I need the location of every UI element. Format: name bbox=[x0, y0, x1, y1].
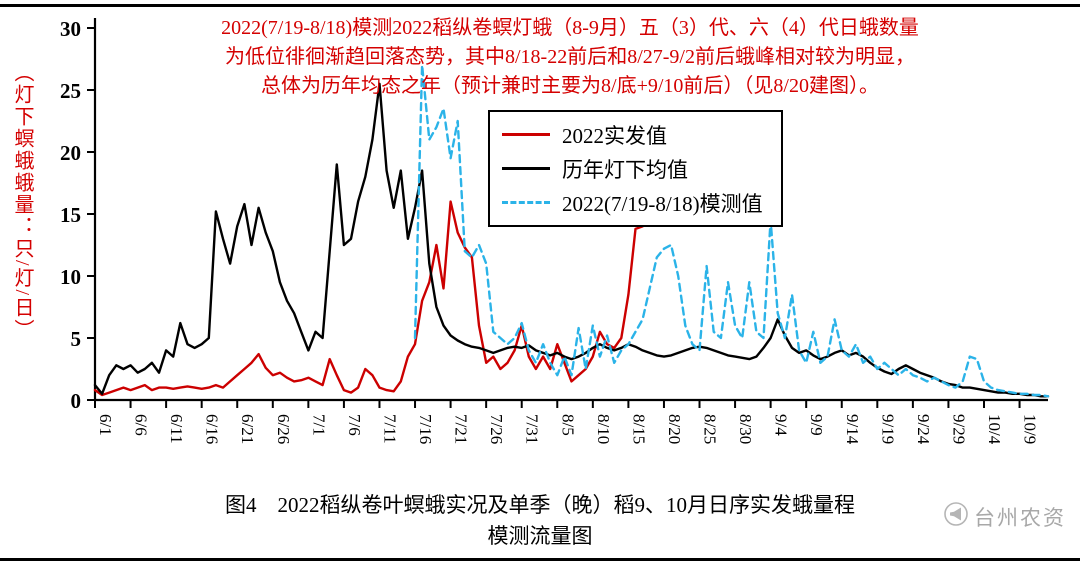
svg-text:9/29: 9/29 bbox=[949, 414, 968, 444]
watermark: 台州农资 bbox=[944, 502, 1066, 532]
top-border-line bbox=[0, 4, 1080, 7]
svg-text:6/1: 6/1 bbox=[96, 414, 115, 436]
annotation-text: 2022(7/19-8/18)模测2022稻纵卷螟灯蛾（8-9月）五（3）代、六… bbox=[100, 14, 1040, 101]
legend-item-simulated: 2022(7/19-8/18)模测值 bbox=[502, 187, 763, 218]
chart-legend: 2022实发值 历年灯下均值 2022(7/19-8/18)模测值 bbox=[488, 110, 783, 227]
legend-line-sample bbox=[502, 201, 550, 204]
svg-text:25: 25 bbox=[60, 79, 81, 103]
legend-item-actual: 2022实发值 bbox=[502, 119, 763, 150]
svg-text:15: 15 bbox=[60, 203, 81, 227]
svg-text:6/26: 6/26 bbox=[274, 414, 293, 444]
annotation-line-1: 2022(7/19-8/18)模测2022稻纵卷螟灯蛾（8-9月）五（3）代、六… bbox=[221, 17, 919, 39]
svg-text:10: 10 bbox=[60, 265, 81, 289]
svg-text:7/11: 7/11 bbox=[380, 414, 399, 444]
svg-text:7/16: 7/16 bbox=[416, 414, 435, 444]
watermark-text: 台州农资 bbox=[974, 506, 1066, 530]
svg-text:7/6: 7/6 bbox=[345, 414, 364, 436]
svg-text:9/9: 9/9 bbox=[807, 414, 826, 436]
svg-text:7/1: 7/1 bbox=[309, 414, 328, 436]
svg-text:8/30: 8/30 bbox=[736, 414, 755, 444]
svg-text:8/10: 8/10 bbox=[594, 414, 613, 444]
svg-text:0: 0 bbox=[71, 389, 82, 413]
svg-text:8/5: 8/5 bbox=[558, 414, 577, 436]
legend-label: 历年灯下均值 bbox=[562, 157, 688, 182]
bottom-border-line bbox=[0, 558, 1080, 561]
svg-text:10/9: 10/9 bbox=[1021, 414, 1040, 444]
figure-caption: 图4 2022稻纵卷叶螟蛾实况及单季（晚）稻9、10月日序实发蛾量程 模测流量图 bbox=[0, 490, 1080, 552]
annotation-line-2: 为低位徘徊渐趋回落态势，其中8/18-22前后和8/27-9/2前后蛾峰相对较为… bbox=[225, 46, 915, 68]
annotation-line-3: 总体为历年均态之年（预计兼时主要为8/底+9/10前后）（见8/20建图）。 bbox=[261, 75, 879, 97]
legend-label: 2022实发值 bbox=[562, 123, 667, 148]
svg-text:8/20: 8/20 bbox=[665, 414, 684, 444]
svg-text:9/24: 9/24 bbox=[914, 414, 933, 445]
svg-text:6/16: 6/16 bbox=[203, 414, 222, 444]
legend-label: 2022(7/19-8/18)模测值 bbox=[562, 191, 763, 216]
svg-text:10/4: 10/4 bbox=[985, 414, 1004, 445]
svg-text:7/21: 7/21 bbox=[452, 414, 471, 444]
y-axis-title: （灯下螟蛾蛾量：只/灯/日） bbox=[11, 62, 33, 342]
svg-text:6/11: 6/11 bbox=[167, 414, 186, 444]
svg-text:9/19: 9/19 bbox=[878, 414, 897, 444]
legend-line-sample bbox=[502, 133, 550, 136]
svg-text:9/4: 9/4 bbox=[772, 414, 791, 436]
svg-text:7/31: 7/31 bbox=[523, 414, 542, 444]
caption-line-2: 模测流量图 bbox=[487, 524, 593, 548]
svg-text:6/6: 6/6 bbox=[132, 414, 151, 436]
megaphone-icon bbox=[944, 502, 968, 532]
svg-text:8/25: 8/25 bbox=[701, 414, 720, 444]
caption-line-1: 图4 2022稻纵卷叶螟蛾实况及单季（晚）稻9、10月日序实发蛾量程 bbox=[225, 493, 855, 517]
svg-text:7/26: 7/26 bbox=[487, 414, 506, 444]
svg-text:20: 20 bbox=[60, 141, 81, 165]
svg-text:9/14: 9/14 bbox=[843, 414, 862, 445]
svg-text:5: 5 bbox=[71, 327, 82, 351]
svg-text:8/15: 8/15 bbox=[629, 414, 648, 444]
legend-line-sample bbox=[502, 167, 550, 170]
legend-item-historical: 历年灯下均值 bbox=[502, 153, 763, 184]
line-chart: 0 5 10 15 20 25 30 6/1 6/6 6/11 6/16 6/21 6/26 7/1 7/6… bbox=[60, 17, 1050, 445]
svg-text:30: 30 bbox=[60, 17, 81, 41]
svg-text:6/21: 6/21 bbox=[238, 414, 257, 444]
